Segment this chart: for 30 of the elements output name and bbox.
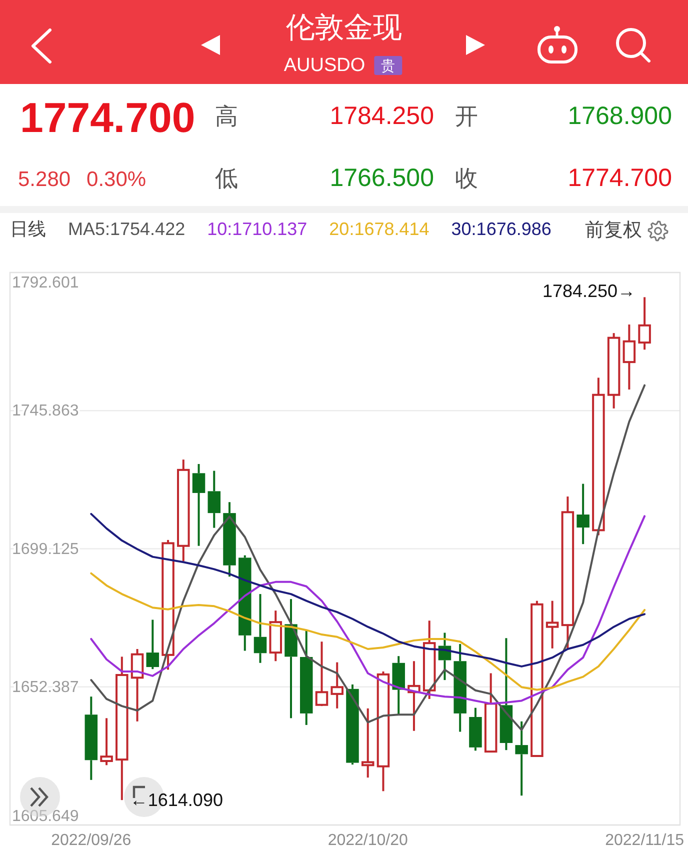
x-tick-label: 2022/10/20 bbox=[328, 832, 408, 848]
text: 10:1710.137 bbox=[207, 219, 308, 239]
annotation: ←1614.090 bbox=[130, 790, 223, 810]
y-tick-label: 1699.125 bbox=[12, 540, 79, 558]
text: 1766.500 bbox=[330, 164, 434, 192]
text: 1774.700 bbox=[20, 94, 196, 140]
text: 5.280 bbox=[18, 168, 71, 190]
y-tick-label: 1605.649 bbox=[12, 808, 79, 824]
y-tick-label: 1652.387 bbox=[12, 678, 79, 696]
text: 收 bbox=[455, 165, 478, 191]
x-tick-label: 2022/09/26 bbox=[51, 832, 132, 848]
annotation: 1784.250→ bbox=[542, 281, 636, 302]
text: 开 bbox=[455, 103, 478, 129]
text: 伦敦金现 bbox=[286, 12, 402, 44]
text: 20:1678.414 bbox=[329, 219, 430, 239]
text: 低 bbox=[215, 165, 238, 191]
text: 1774.700 bbox=[568, 164, 672, 192]
text: AUUSDO bbox=[284, 54, 366, 76]
text: 日线 bbox=[10, 219, 46, 239]
text: 30:1676.986 bbox=[451, 219, 552, 239]
text: 高 bbox=[215, 103, 238, 129]
text: 贵 bbox=[381, 58, 396, 74]
text: 1784.250 bbox=[330, 102, 434, 130]
x-tick-label: 2022/11/15 bbox=[605, 832, 684, 848]
text: 1768.900 bbox=[568, 102, 672, 130]
text: 前复权 bbox=[585, 220, 642, 240]
y-tick-label: 1792.601 bbox=[12, 274, 79, 291]
text: MA5:1754.422 bbox=[68, 219, 186, 239]
text: 0.30% bbox=[86, 168, 146, 190]
y-tick-label: 1745.863 bbox=[12, 402, 79, 420]
